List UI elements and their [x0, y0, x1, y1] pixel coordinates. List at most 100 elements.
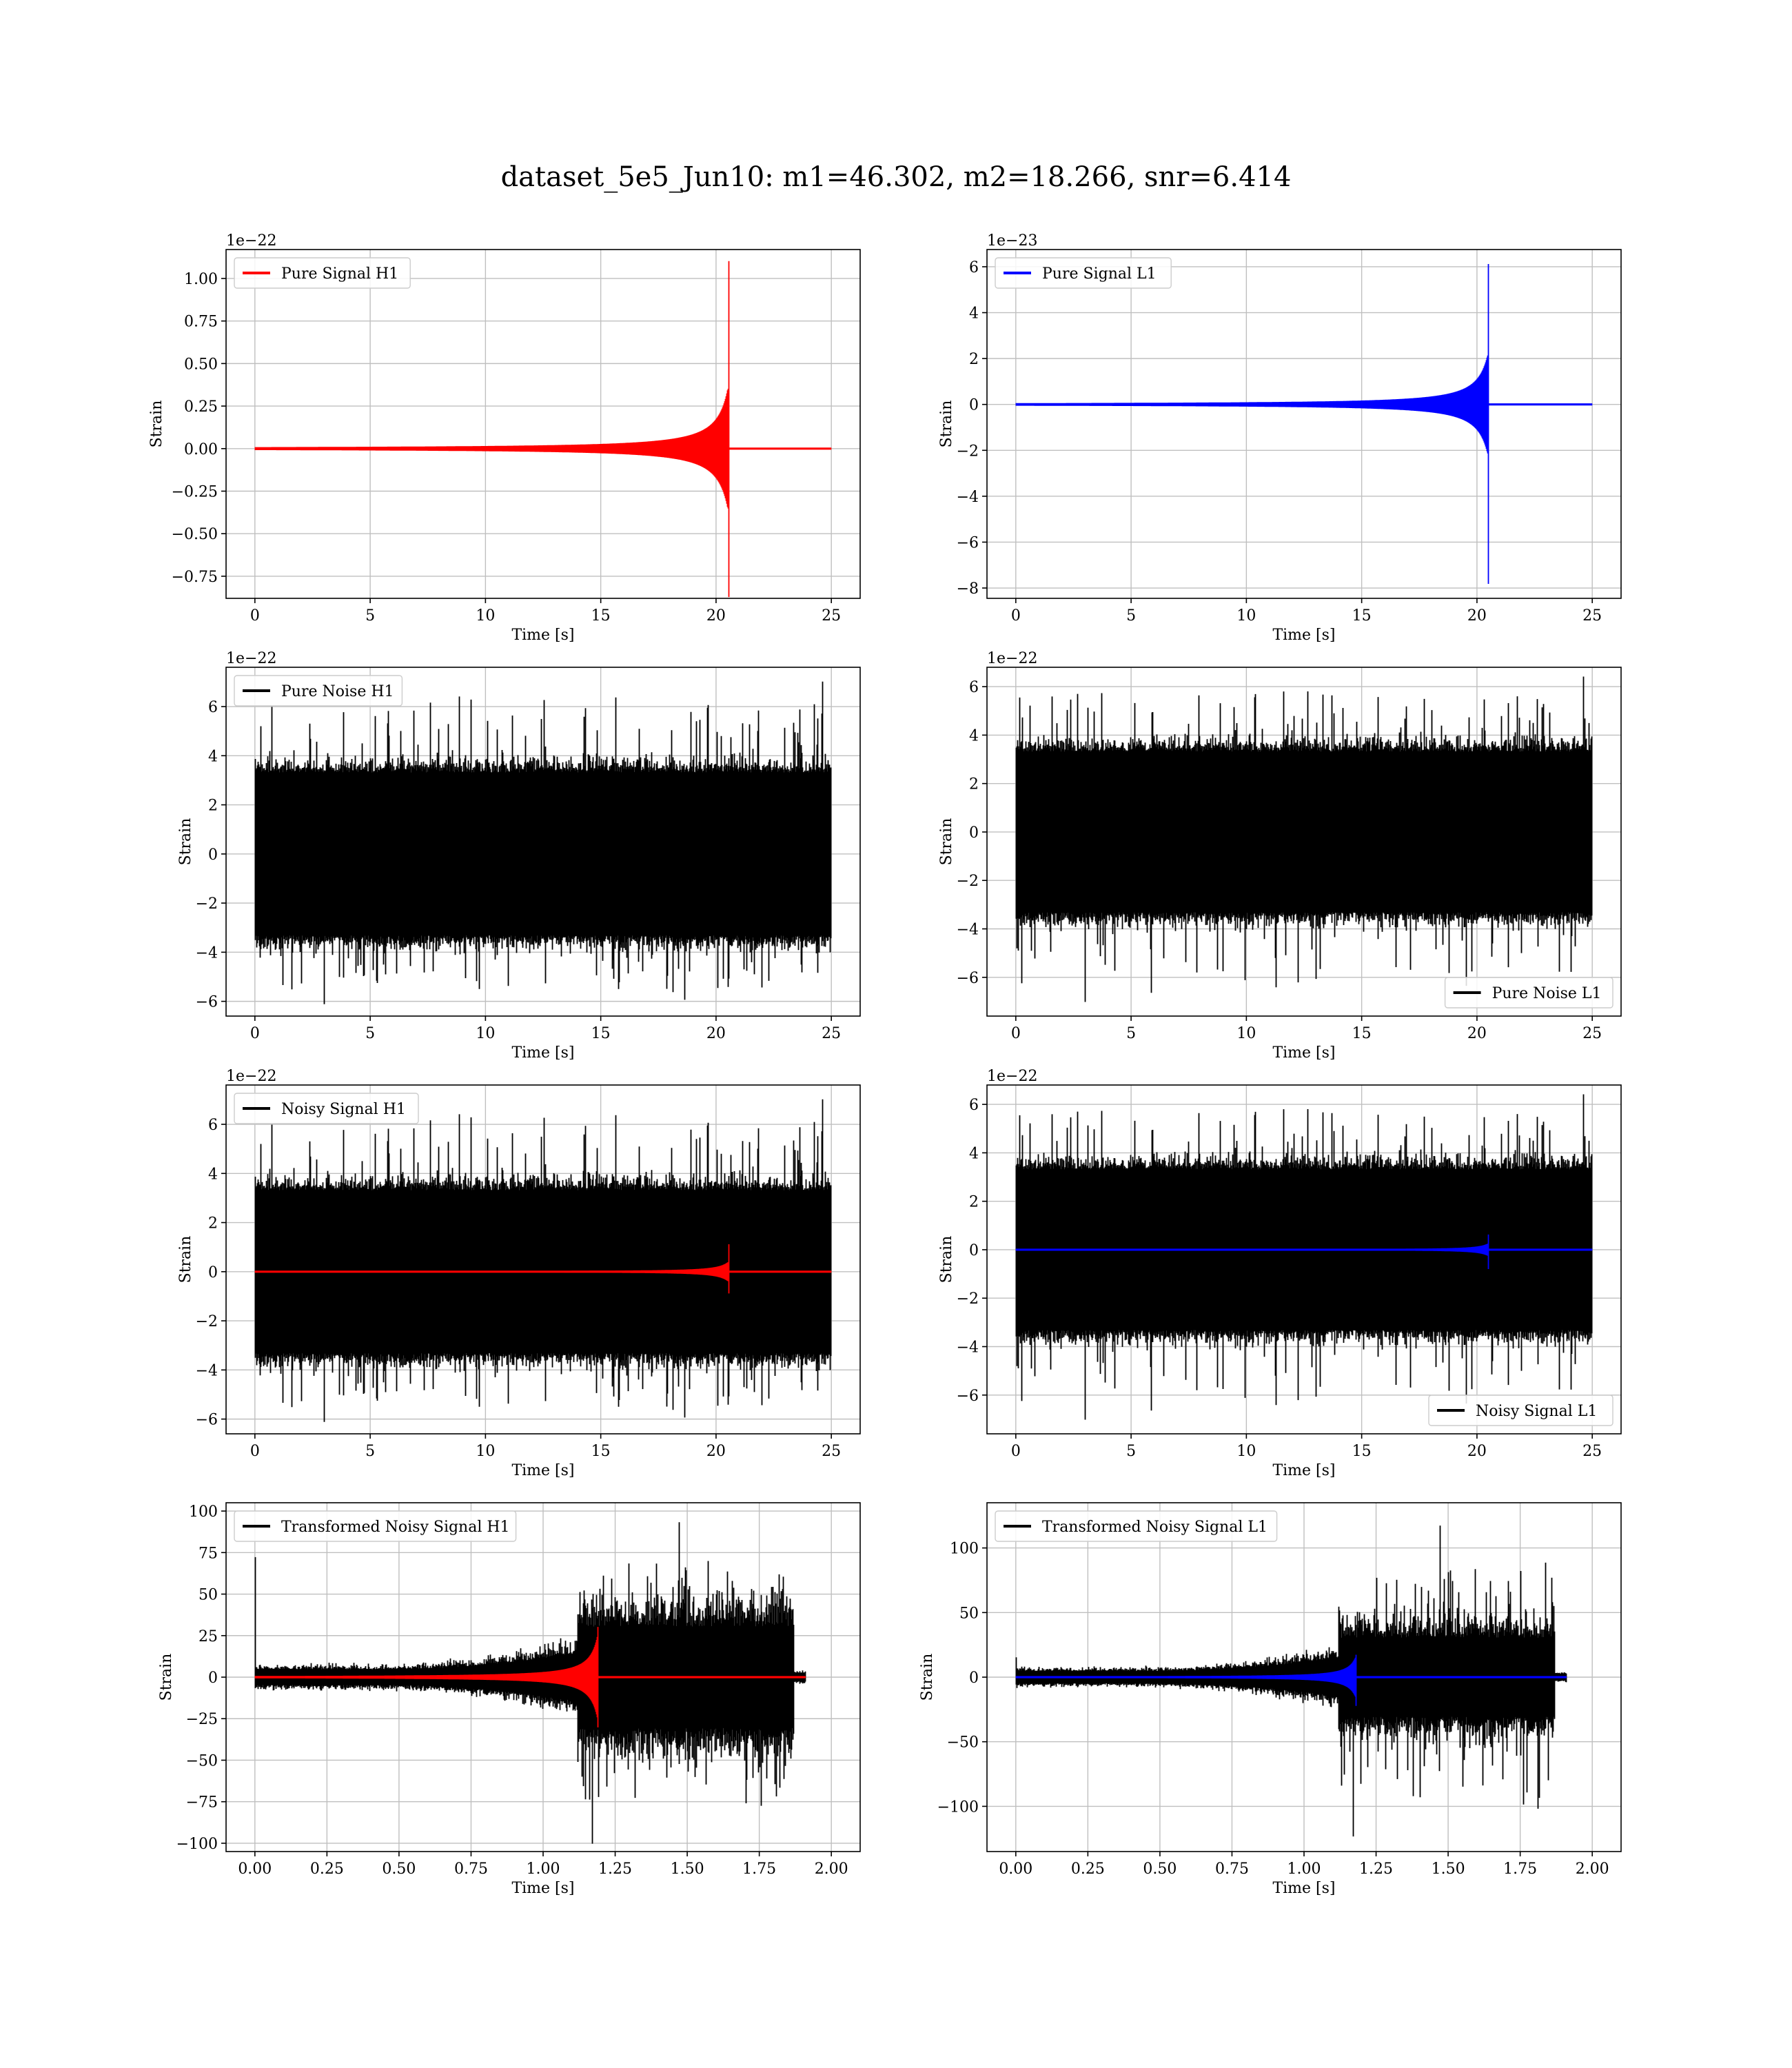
x-axis-label: Time [s]: [1272, 1462, 1335, 1479]
series-layer: [1015, 1094, 1593, 1420]
x-tick-label: 25: [1582, 1025, 1602, 1042]
x-tick-label: 10: [1236, 1443, 1256, 1460]
y-axis-label: Strain: [177, 818, 194, 866]
x-tick-label: 20: [706, 607, 726, 625]
x-tick-label: 5: [365, 1025, 375, 1042]
y-tick-label: 0: [969, 397, 979, 414]
y-tick-label: −4: [196, 1362, 218, 1379]
legend-label: Pure Noise H1: [281, 683, 394, 700]
y-tick-label: 0.75: [184, 314, 218, 331]
x-tick-label: 25: [1582, 1443, 1602, 1460]
subplot-noisy-signal-h1: 0 5 10 15 20 25 −6 −4 −2 0 2 4 6 Time [s] Strain 1e−22 N…: [177, 1068, 861, 1479]
y-tick-label: −0.25: [172, 483, 218, 500]
y-tick-label: −50: [186, 1752, 218, 1770]
y-tick-label: 4: [969, 727, 979, 744]
plot-frame: [986, 249, 1622, 599]
x-tick-label: 0: [1011, 1443, 1021, 1460]
plot-frame: [225, 1084, 861, 1435]
series-layer: [254, 261, 832, 598]
y-tick-label: −2: [196, 895, 218, 913]
subplot-grid: 0 5 10 15 20 25−0.75−0.50−0.250.000.250.500.7…: [148, 232, 1622, 1897]
y-tick-label: 6: [208, 699, 218, 716]
x-tick-label: 1.00: [1287, 1861, 1321, 1878]
x-tick-label: 10: [476, 607, 495, 625]
legend-label: Transformed Noisy Signal H1: [281, 1519, 510, 1536]
series-layer: [1015, 1525, 1567, 1837]
y-tick-label: 4: [208, 748, 218, 765]
y-tick-label: 0.25: [184, 398, 218, 416]
x-tick-label: 25: [822, 1025, 841, 1042]
legend: Pure Noise L1: [1444, 977, 1613, 1008]
y-tick-label: 2: [208, 798, 218, 815]
y-tick-label: −8: [957, 580, 979, 598]
y-offset-label: 1e−22: [226, 1068, 276, 1085]
y-tick-label: 0.00: [184, 441, 218, 458]
x-tick-label: 10: [476, 1443, 495, 1460]
y-tick-label: 4: [208, 1166, 218, 1183]
x-axis-label: Time [s]: [511, 627, 574, 644]
y-tick-label: −6: [196, 994, 218, 1011]
x-tick-label: 0.00: [238, 1861, 272, 1878]
subplot-pure-signal-l1: 0 5 10 15 20 25 −8 −6 −4 −2 0 2 4 6 Time [s] Strain 1e−2…: [938, 232, 1622, 644]
y-tick-label: 50: [959, 1605, 979, 1622]
x-tick-label: 20: [1467, 1443, 1487, 1460]
subplot-transformed-noisy-signal-h1: 0.00 0.25 0.50 0.75 1.00 1.25 1.50 1.75 2.00 −100…: [158, 1502, 861, 1897]
subplot-noisy-signal-l1: 0 5 10 15 20 25 −6 −4 −2 0 2 4 6 Time [s] Strain 1e−22 N…: [938, 1068, 1622, 1479]
legend-label: Noisy Signal H1: [281, 1101, 406, 1118]
y-axis-label: Strain: [177, 1236, 194, 1284]
legend-label: Pure Signal L1: [1042, 265, 1157, 283]
x-tick-label: 15: [591, 1025, 611, 1042]
y-tick-label: −50: [947, 1734, 979, 1752]
legend-box: [995, 1510, 1278, 1542]
subplot-pure-noise-h1: 0 5 10 15 20 25 −6 −4 −2 0 2 4 6 Time [s] Strain 1e−22 P…: [177, 650, 861, 1062]
x-axis-label: Time [s]: [1272, 1044, 1335, 1062]
x-axis-label: Time [s]: [1272, 627, 1335, 644]
plot-area: [987, 250, 1621, 598]
y-tick-label: −4: [957, 1339, 979, 1357]
legend: Pure Noise H1: [234, 675, 403, 707]
y-tick-label: 0: [969, 1242, 979, 1259]
y-axis-label: Strain: [938, 401, 955, 448]
x-tick-label: 15: [1352, 1443, 1372, 1460]
x-tick-label: 1.25: [598, 1861, 632, 1878]
y-tick-label: 2: [208, 1215, 218, 1233]
x-tick-label: 2.00: [815, 1861, 848, 1878]
y-tick-label: 2: [969, 1194, 979, 1211]
x-tick-label: 0: [250, 1443, 260, 1460]
y-tick-label: 100: [950, 1541, 979, 1558]
y-tick-label: −2: [957, 1290, 979, 1308]
y-tick-label: 0.50: [184, 356, 218, 373]
x-tick-label: 0.75: [1215, 1861, 1249, 1878]
legend-box: [995, 257, 1172, 289]
legend-box: [234, 675, 403, 707]
x-axis-label: Time [s]: [1272, 1880, 1335, 1897]
subplot-transformed-noisy-signal-l1: 0.00 0.25 0.50 0.75 1.00 1.25 1.50 1.75 2.00 −100…: [919, 1502, 1622, 1897]
x-tick-label: 0.00: [999, 1861, 1032, 1878]
y-tick-label: −4: [957, 489, 979, 506]
x-tick-label: 0.25: [310, 1861, 344, 1878]
legend-label: Transformed Noisy Signal L1: [1042, 1519, 1267, 1536]
y-offset-label: 1e−22: [987, 1068, 1037, 1085]
y-offset-label: 1e−22: [226, 232, 276, 250]
legend-label: Pure Noise L1: [1492, 985, 1602, 1002]
series-layer: [254, 681, 832, 1004]
legend: Transformed Noisy Signal H1: [234, 1510, 517, 1542]
y-tick-label: 50: [198, 1587, 218, 1604]
x-tick-label: 15: [591, 607, 611, 625]
series-layer: [254, 1522, 806, 1844]
legend-box: [1428, 1395, 1613, 1426]
y-tick-label: −25: [186, 1711, 218, 1728]
x-axis-label: Time [s]: [511, 1044, 574, 1062]
y-tick-label: 6: [969, 1097, 979, 1114]
legend-box: [234, 257, 411, 289]
figure-title: dataset_5e5_Jun10: m1=46.302, m2=18.266,…: [501, 161, 1292, 193]
x-tick-label: 25: [822, 1443, 841, 1460]
x-tick-label: 1.75: [742, 1861, 776, 1878]
legend: Transformed Noisy Signal L1: [995, 1510, 1278, 1542]
x-tick-label: 5: [365, 607, 375, 625]
y-tick-label: −2: [196, 1313, 218, 1330]
x-tick-label: 0.50: [1143, 1861, 1177, 1878]
y-tick-label: 0: [208, 847, 218, 864]
x-tick-label: 1.75: [1503, 1861, 1537, 1878]
y-axis-label: Strain: [919, 1654, 936, 1701]
